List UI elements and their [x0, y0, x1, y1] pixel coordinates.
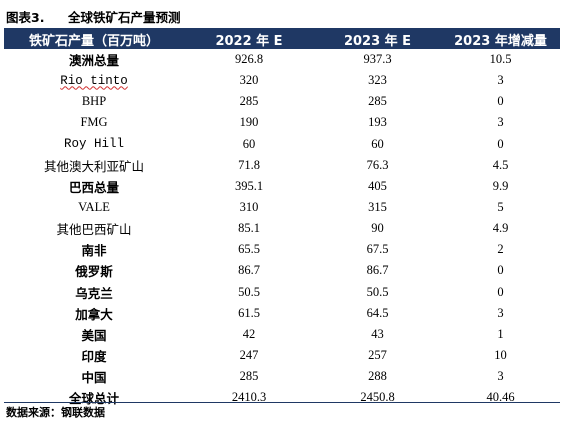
figure-caption: 图表3. 全球铁矿石产量预测: [6, 6, 181, 26]
row-name-cell: VALE: [78, 200, 110, 215]
figure-title: 全球铁矿石产量预测: [68, 9, 181, 25]
delta-2023-cell: 0: [497, 136, 504, 151]
column-header: 2022 年 E: [184, 30, 314, 49]
table-row: 其他巴西矿山 85.1 90 4.9: [4, 218, 560, 239]
row-name-cell: 其他巴西矿山: [56, 222, 132, 238]
table-row: 巴西总量 395.1 405 9.9: [4, 176, 560, 197]
bottom-rule: [4, 402, 560, 403]
value-2023-cell: 90: [371, 221, 384, 236]
table-row: 乌克兰 50.5 50.5 0: [4, 282, 560, 303]
value-2022-cell: 285: [239, 94, 259, 109]
delta-2023-cell: 5: [497, 200, 504, 215]
delta-2023-cell: 1: [497, 326, 504, 341]
value-2022-cell: 310: [239, 200, 259, 215]
value-2023-cell: 67.5: [366, 242, 389, 257]
table-header-row: 铁矿石产量（百万吨） 2022 年 E 2023 年 E 2023 年增减量: [4, 30, 560, 49]
value-2022-cell: 71.8: [238, 157, 260, 172]
table-row: 其他澳大利亚矿山 71.8 76.3 4.5: [4, 155, 560, 176]
value-2023-cell: 937.3: [363, 52, 392, 67]
value-2022-cell: 86.7: [238, 263, 260, 278]
value-2022-cell: 61.5: [238, 305, 260, 320]
row-name-cell: 其他澳大利亚矿山: [43, 158, 144, 174]
delta-2023-cell: 3: [497, 305, 504, 320]
value-2022-cell: 926.8: [234, 52, 264, 67]
value-2023-cell: 43: [371, 326, 384, 341]
value-2023-cell: 315: [368, 200, 387, 215]
row-name-cell: 澳洲总量: [68, 53, 119, 69]
value-2023-cell: 76.3: [366, 157, 389, 172]
value-2023-cell: 288: [368, 369, 387, 384]
value-2023-cell: 323: [368, 73, 387, 88]
value-2022-cell: 85.1: [238, 221, 260, 236]
row-name-cell: 加拿大: [75, 306, 113, 322]
row-name-cell: 美国: [81, 327, 107, 343]
column-header: 2023 年增减量: [441, 30, 560, 49]
table-row: 印度 247 257 10: [4, 345, 560, 366]
value-2023-cell: 257: [368, 348, 387, 363]
value-2023-cell: 64.5: [366, 305, 389, 320]
delta-2023-cell: 3: [497, 73, 504, 88]
value-2023-cell: 285: [368, 94, 387, 109]
row-name-cell: 印度: [81, 349, 107, 365]
delta-2023-cell: 9.9: [492, 178, 509, 193]
row-name-cell: FMG: [80, 115, 108, 130]
row-name-cell: BHP: [81, 94, 107, 109]
table-row: 全球总计 2410.3 2450.8 40.46: [4, 387, 560, 408]
row-name-cell: Roy Hill: [63, 137, 124, 152]
value-2022-cell: 60: [242, 136, 256, 151]
table-row: BHP 285 285 0: [4, 91, 560, 112]
figure-label: 图表3.: [6, 9, 45, 25]
value-2022-cell: 247: [239, 348, 259, 363]
value-2023-cell: 50.5: [366, 284, 389, 299]
table-row: 俄罗斯 86.7 86.7 0: [4, 260, 560, 281]
column-header: 铁矿石产量（百万吨）: [4, 30, 184, 49]
column-header: 2023 年 E: [314, 30, 441, 49]
value-2022-cell: 285: [239, 369, 259, 384]
delta-2023-cell: 4.9: [492, 221, 509, 236]
delta-2023-cell: 0: [497, 263, 504, 278]
value-2023-cell: 86.7: [366, 263, 389, 278]
delta-2023-cell: 3: [497, 369, 504, 384]
delta-2023-cell: 2: [497, 242, 504, 257]
table-row: Roy Hill 60 60 0: [4, 134, 560, 155]
delta-2023-cell: 0: [497, 94, 504, 109]
value-2023-cell: 2450.8: [360, 390, 395, 405]
row-name-cell: 巴西总量: [68, 179, 119, 195]
value-2022-cell: 395.1: [234, 178, 264, 193]
row-name-cell: 南非: [81, 243, 107, 259]
table-row: 加拿大 61.5 64.5 3: [4, 303, 560, 324]
delta-2023-cell: 40.46: [486, 390, 515, 405]
delta-2023-cell: 4.5: [492, 157, 509, 172]
row-name-cell: 中国: [81, 370, 107, 386]
value-2022-cell: 65.5: [238, 242, 260, 257]
value-2022-cell: 42: [242, 326, 256, 341]
value-2022-cell: 190: [239, 115, 259, 130]
iron-ore-forecast-table: 铁矿石产量（百万吨） 2022 年 E 2023 年 E 2023 年增减量 澳…: [4, 30, 560, 408]
value-2023-cell: 193: [368, 115, 387, 130]
value-2022-cell: 2410.3: [231, 390, 267, 405]
delta-2023-cell: 10: [494, 348, 507, 363]
value-2023-cell: 405: [368, 178, 387, 193]
table-row: FMG 190 193 3: [4, 112, 560, 133]
row-name-cell: 俄罗斯: [75, 264, 113, 280]
row-name-cell: Rio tinto: [60, 73, 128, 88]
table-row: 美国 42 43 1: [4, 324, 560, 345]
value-2022-cell: 50.5: [238, 284, 260, 299]
delta-2023-cell: 0: [497, 284, 504, 299]
value-2023-cell: 60: [371, 136, 384, 151]
delta-2023-cell: 3: [497, 115, 504, 130]
data-source-note: 数据来源：钢联数据: [6, 406, 105, 419]
value-2022-cell: 320: [239, 73, 259, 88]
row-name-cell: 乌克兰: [75, 285, 113, 301]
table-row: VALE 310 315 5: [4, 197, 560, 218]
table-row: Rio tinto 320 323 3: [4, 70, 560, 91]
table-row: 南非 65.5 67.5 2: [4, 239, 560, 260]
table-row: 澳洲总量 926.8 937.3 10.5: [4, 49, 560, 70]
top-rule: [4, 28, 560, 30]
delta-2023-cell: 10.5: [489, 52, 512, 67]
table-row: 中国 285 288 3: [4, 366, 560, 387]
